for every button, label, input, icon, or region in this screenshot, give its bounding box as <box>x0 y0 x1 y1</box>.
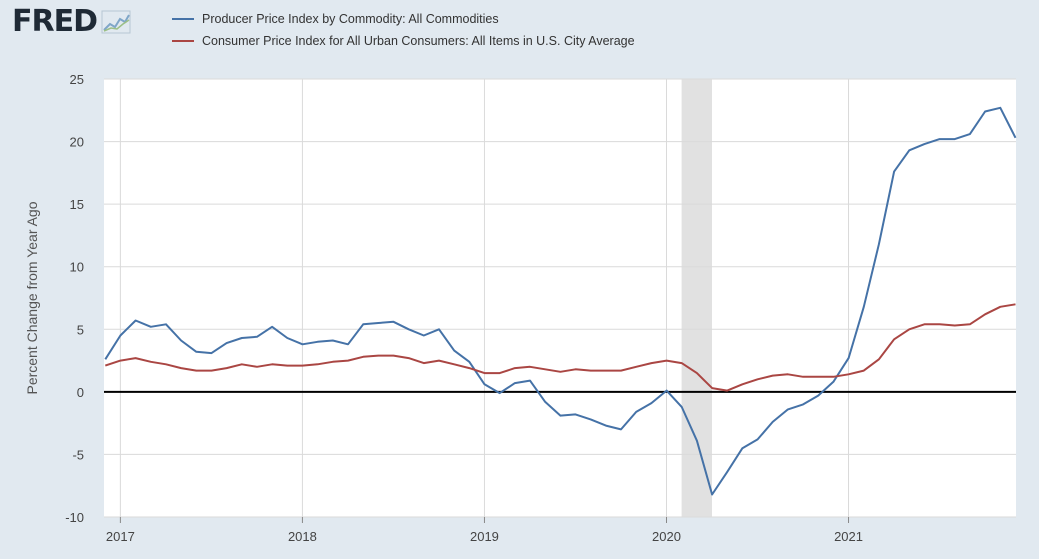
legend-label-cpi: Consumer Price Index for All Urban Consu… <box>202 34 635 48</box>
fred-chart-icon <box>101 10 131 33</box>
series-line-ppi[interactable] <box>104 106 1017 496</box>
legend-swatch-ppi <box>172 18 194 20</box>
fred-logo[interactable]: FRED <box>12 4 131 39</box>
y-tick-label: 10 <box>70 260 84 275</box>
y-axis-label: Percent Change from Year Ago <box>24 201 40 394</box>
x-tick-label: 2019 <box>470 529 499 544</box>
fred-logo-text: FRED <box>12 4 98 39</box>
x-tick-label: 2021 <box>834 529 863 544</box>
plot-area <box>104 79 1016 517</box>
y-tick-label: 25 <box>70 72 84 87</box>
y-tick-label: -10 <box>65 510 84 525</box>
x-tick-label: 2017 <box>106 529 135 544</box>
legend-label-ppi: Producer Price Index by Commodity: All C… <box>202 12 499 26</box>
legend-swatch-cpi <box>172 40 194 42</box>
y-tick-label: 20 <box>70 135 84 150</box>
recession-shade <box>681 79 712 517</box>
y-tick-label: 15 <box>70 197 84 212</box>
y-tick-label: 5 <box>77 322 84 337</box>
legend-item-cpi[interactable]: Consumer Price Index for All Urban Consu… <box>172 30 635 52</box>
x-tick-label: 2020 <box>652 529 681 544</box>
chart-legend: Producer Price Index by Commodity: All C… <box>172 8 635 52</box>
series-line-cpi[interactable] <box>104 303 1016 392</box>
y-tick-label: -5 <box>72 447 84 462</box>
y-tick-label: 0 <box>77 385 84 400</box>
legend-item-ppi[interactable]: Producer Price Index by Commodity: All C… <box>172 8 635 30</box>
x-tick-label: 2018 <box>288 529 317 544</box>
